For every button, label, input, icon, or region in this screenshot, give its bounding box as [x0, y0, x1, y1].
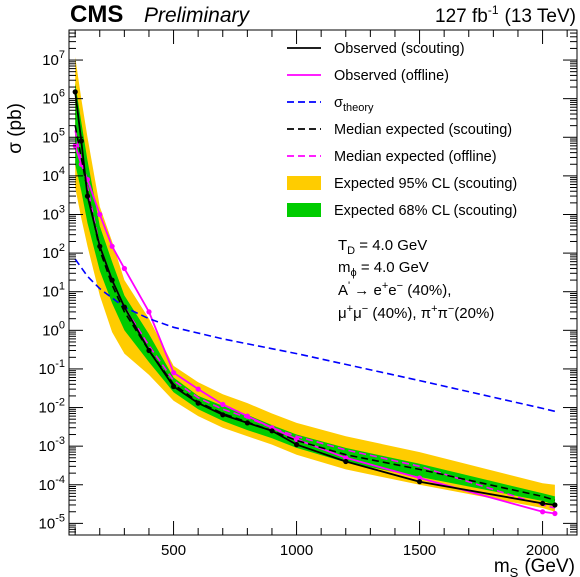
observed-offline-point — [195, 386, 201, 392]
legend-swatch — [287, 176, 321, 190]
band-68 — [75, 83, 555, 506]
y-axis-title: σ (pb) — [5, 103, 26, 154]
decay-annotation-2: μ+μ− (40%), π+π−(20%) — [338, 303, 494, 322]
sigma-theory-line — [74, 258, 556, 413]
observed-scouting-point — [109, 277, 115, 283]
observed-scouting-point — [417, 479, 423, 485]
legend-label: σtheory — [334, 95, 374, 114]
y-tick-label: 100 — [42, 319, 65, 339]
observed-scouting-point — [195, 400, 201, 406]
y-tick-label: 105 — [42, 126, 65, 146]
legend-label: Expected 95% CL (scouting) — [334, 176, 517, 192]
y-tick-label: 10-2 — [39, 397, 65, 417]
observed-offline-point — [121, 265, 127, 272]
median-expected-offline-line — [74, 130, 556, 509]
y-tick-label: 106 — [42, 88, 65, 108]
y-tick-label: 107 — [42, 49, 65, 69]
x-tick-label: 1000 — [280, 542, 313, 559]
y-tick-label: 10-5 — [39, 512, 65, 532]
observed-scouting-point — [220, 412, 226, 418]
status-label: Preliminary — [144, 4, 251, 27]
y-tick-label: 10-4 — [39, 474, 65, 494]
observed-scouting-point — [84, 193, 91, 199]
y-tick-label: 101 — [42, 281, 65, 301]
x-axis-title: mS (GeV) — [494, 556, 575, 577]
observed-scouting-point — [72, 89, 78, 95]
observed-scouting-point — [294, 442, 300, 448]
legend-label: Observed (offline) — [334, 68, 449, 84]
y-tick-label: 10-3 — [39, 435, 65, 455]
observed-offline-point — [220, 401, 226, 408]
observed-scouting-point — [343, 458, 349, 465]
observed-scouting-point — [146, 347, 152, 354]
mphi-annotation: mϕ = 4.0 GeV — [338, 259, 429, 279]
legend-label: Median expected (scouting) — [334, 122, 512, 138]
observed-scouting-point — [552, 502, 558, 508]
observed-offline-point — [171, 370, 177, 376]
x-tick-label: 500 — [161, 542, 186, 559]
x-tick-label: 2000 — [526, 542, 559, 559]
observed-offline-point — [552, 510, 558, 517]
experiment-label: CMS — [70, 1, 123, 28]
y-tick-label: 10-1 — [39, 358, 65, 378]
observed-scouting-point — [121, 304, 127, 310]
decay-annotation-1: A' → e+e− (40%), — [338, 280, 451, 299]
observed-scouting-point — [540, 500, 546, 506]
observed-offline-point — [97, 211, 103, 218]
observed-scouting-point — [171, 383, 177, 390]
legend-swatch — [287, 203, 321, 217]
legend-label: Expected 68% CL (scouting) — [334, 203, 517, 219]
observed-offline-point — [540, 509, 546, 515]
legend-label: Median expected (offline) — [334, 149, 497, 165]
observed-scouting-point — [244, 420, 250, 426]
y-tick-label: 102 — [42, 242, 65, 262]
td-annotation: TD = 4.0 GeV — [338, 237, 427, 257]
observed-scouting-point — [78, 138, 84, 144]
observed-offline-point — [417, 475, 423, 481]
observed-offline-point — [146, 309, 152, 315]
legend-label: Observed (scouting) — [334, 41, 465, 57]
observed-offline-point — [109, 243, 115, 249]
lumi-label: 127 fb-1 (13 TeV) — [435, 3, 576, 27]
y-tick-label: 104 — [42, 165, 65, 185]
x-tick-label: 1500 — [403, 542, 436, 559]
plot-frame — [68, 29, 578, 536]
annotation-block: TD = 4.0 GeV mϕ = 4.0 GeV A' → e+e− (40%… — [338, 237, 494, 322]
observed-scouting-point — [97, 243, 103, 249]
observed-scouting-point — [269, 428, 275, 434]
y-tick-label: 103 — [42, 203, 65, 223]
observed-offline-point — [343, 455, 349, 461]
